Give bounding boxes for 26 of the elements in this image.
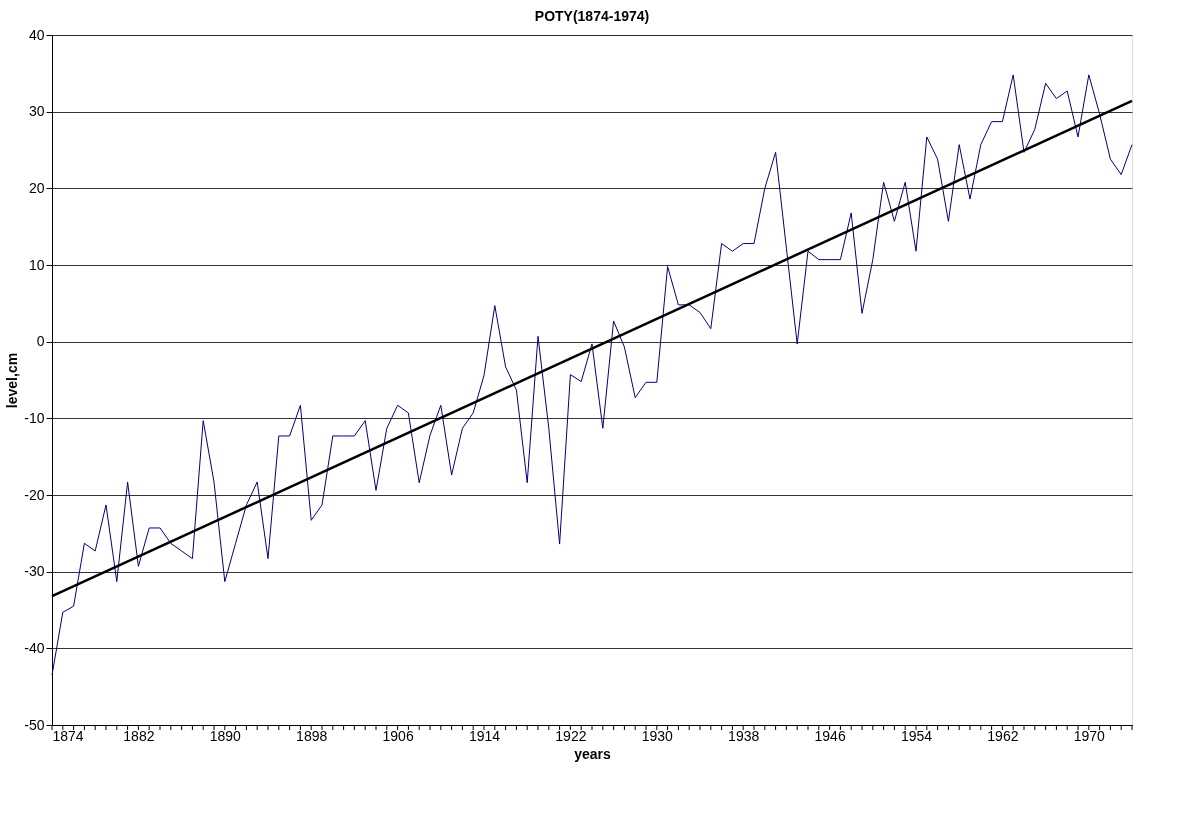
y-tick-label: 20 [28, 179, 45, 196]
y-tick-label: -20 [24, 486, 45, 503]
y-tick-label: -50 [24, 716, 45, 733]
y-tick-label: 40 [28, 26, 45, 43]
x-tick-label: 1906 [382, 727, 414, 744]
x-axis-title: years [574, 745, 612, 762]
y-tick-label: -10 [24, 409, 45, 426]
y-tick-label: -40 [24, 639, 45, 656]
x-tick-label: 1914 [468, 727, 501, 744]
x-tick-label: 1898 [296, 727, 328, 744]
y-tick-label: -30 [24, 563, 45, 580]
y-tick-label: 0 [36, 333, 45, 350]
y-tick-label: 30 [28, 103, 45, 120]
x-tick-label: 1954 [900, 727, 933, 744]
x-tick-label: 1938 [728, 727, 760, 744]
x-tick-label: 1930 [641, 727, 674, 744]
y-tick-label: 10 [28, 256, 45, 273]
x-tick-label: 1874 [52, 727, 84, 744]
y-axis-title: level,cm [4, 352, 21, 409]
x-tick-label: 1890 [209, 727, 242, 744]
x-tick-label: 1922 [555, 727, 587, 744]
x-tick-label: 1962 [987, 727, 1019, 744]
x-tick-label: 1882 [123, 727, 155, 744]
x-tick-label: 1970 [1073, 727, 1106, 744]
chart-title: POTY(1874-1974) [534, 8, 650, 24]
x-tick-label: 1946 [814, 727, 846, 744]
